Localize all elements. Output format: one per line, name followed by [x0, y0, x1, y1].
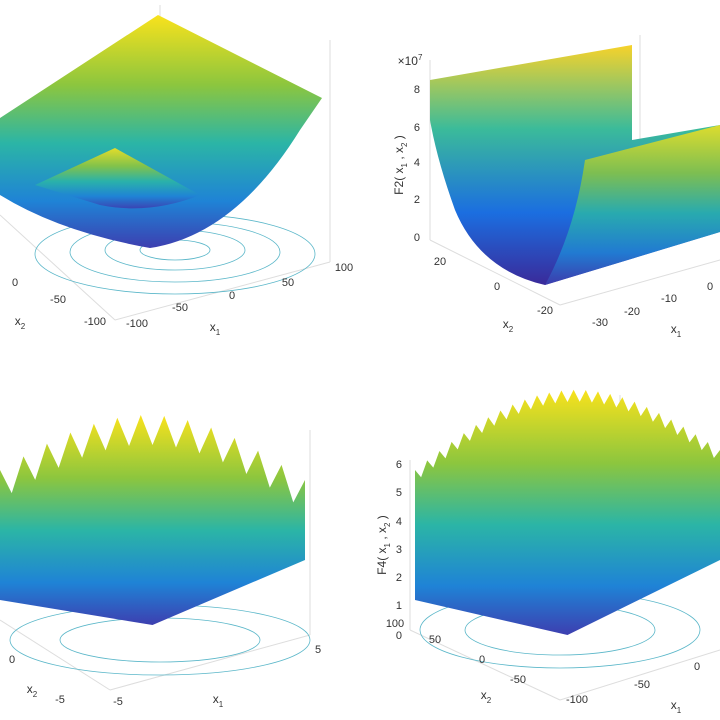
x2-tick-label: 0	[479, 654, 485, 666]
x1-tick-label: -50	[634, 679, 650, 691]
x1-tick-label: 0	[707, 281, 713, 293]
x2-tick-label: -100	[84, 316, 106, 328]
label-text: F4( x	[375, 547, 389, 574]
x1-tick-label: -50	[172, 302, 188, 314]
x2-tick-label: -50	[510, 674, 526, 686]
subscript: 1	[677, 330, 682, 339]
z-tick-label: 5	[396, 487, 402, 499]
x2-tick-label: -5	[55, 694, 65, 706]
surface-wall	[545, 125, 720, 285]
x1-tick-label: -100	[126, 318, 148, 330]
surface	[415, 389, 720, 635]
axis-label: x2	[15, 314, 26, 330]
z-tick-label: 6	[414, 122, 420, 134]
x2-tick-label: 100	[386, 618, 404, 630]
label-text: x	[27, 682, 33, 696]
x2-tick-label: 50	[429, 634, 441, 646]
surface	[0, 415, 305, 625]
label-text: F2( x	[392, 167, 406, 194]
z-tick-label: 6	[396, 459, 402, 471]
label-text: x	[671, 322, 677, 336]
x1-tick-label: 50	[282, 277, 294, 289]
label-text: x	[213, 692, 219, 706]
z-tick-label: 3	[396, 544, 402, 556]
label-text: , x	[375, 527, 389, 543]
x1-tick-label: -10	[661, 293, 677, 305]
z-tick-label: 2	[414, 194, 420, 206]
x2-tick-label: -50	[50, 294, 66, 306]
subscript: 1	[677, 706, 682, 715]
label-text: , x	[392, 147, 406, 163]
subscript: 1	[219, 700, 224, 709]
subscript: 2	[509, 325, 514, 334]
x1-tick-label: -20	[624, 306, 640, 318]
axes-frame	[0, 5, 720, 701]
subscript: 1	[400, 162, 409, 167]
x1-tick-label: -100	[566, 694, 588, 706]
x1-tick-label: 5	[315, 644, 321, 656]
label-text: ×10	[398, 54, 419, 68]
axis-label: ×107	[398, 53, 423, 69]
x1-tick-label: 0	[694, 661, 700, 673]
x2-tick-label: 0	[9, 654, 15, 666]
z-tick-label: 0	[396, 630, 402, 642]
axis-label: x1	[671, 322, 682, 338]
subscript: 1	[216, 328, 221, 337]
label-text: )	[375, 515, 389, 522]
axis-label: F2( x1 , x2 )	[392, 135, 408, 195]
x2-tick-label: 20	[434, 256, 446, 268]
x1-tick-label: -5	[113, 696, 123, 708]
axis-label: F4( x1 , x2 )	[375, 515, 391, 575]
x1-tick-label: 100	[335, 262, 353, 274]
surface	[0, 15, 322, 248]
superscript: 7	[418, 53, 423, 62]
label-text: x	[481, 688, 487, 702]
label-text: x	[671, 698, 677, 712]
label-text: x	[210, 320, 216, 334]
x2-tick-label: 0	[12, 277, 18, 289]
surface-ridge	[35, 148, 200, 209]
x2-tick-label: 0	[494, 281, 500, 293]
z-tick-label: 2	[396, 572, 402, 584]
z-tick-label: 1	[396, 600, 402, 612]
label-text: x	[503, 317, 509, 331]
subscript: 1	[383, 542, 392, 547]
z-tick-label: 8	[414, 84, 420, 96]
subscript: 2	[33, 690, 38, 699]
x2-tick-label: -20	[537, 305, 553, 317]
x1-tick-label: -30	[592, 317, 608, 329]
subscript: 2	[400, 142, 409, 147]
axis-label: x1	[213, 692, 224, 708]
z-tick-label: 4	[396, 516, 402, 528]
axis-label: x1	[671, 698, 682, 714]
z-tick-label: 4	[414, 157, 420, 169]
label-text: )	[392, 135, 406, 142]
x1-tick-label: 0	[229, 290, 235, 302]
subscript: 2	[487, 696, 492, 705]
axis-label: x2	[27, 682, 38, 698]
subscript: 2	[21, 322, 26, 331]
axis-label: x2	[481, 688, 492, 704]
axis-label: x2	[503, 317, 514, 333]
subscript: 2	[383, 522, 392, 527]
label-text: x	[15, 314, 21, 328]
z-tick-label: 0	[414, 232, 420, 244]
axis-label: x1	[210, 320, 221, 336]
